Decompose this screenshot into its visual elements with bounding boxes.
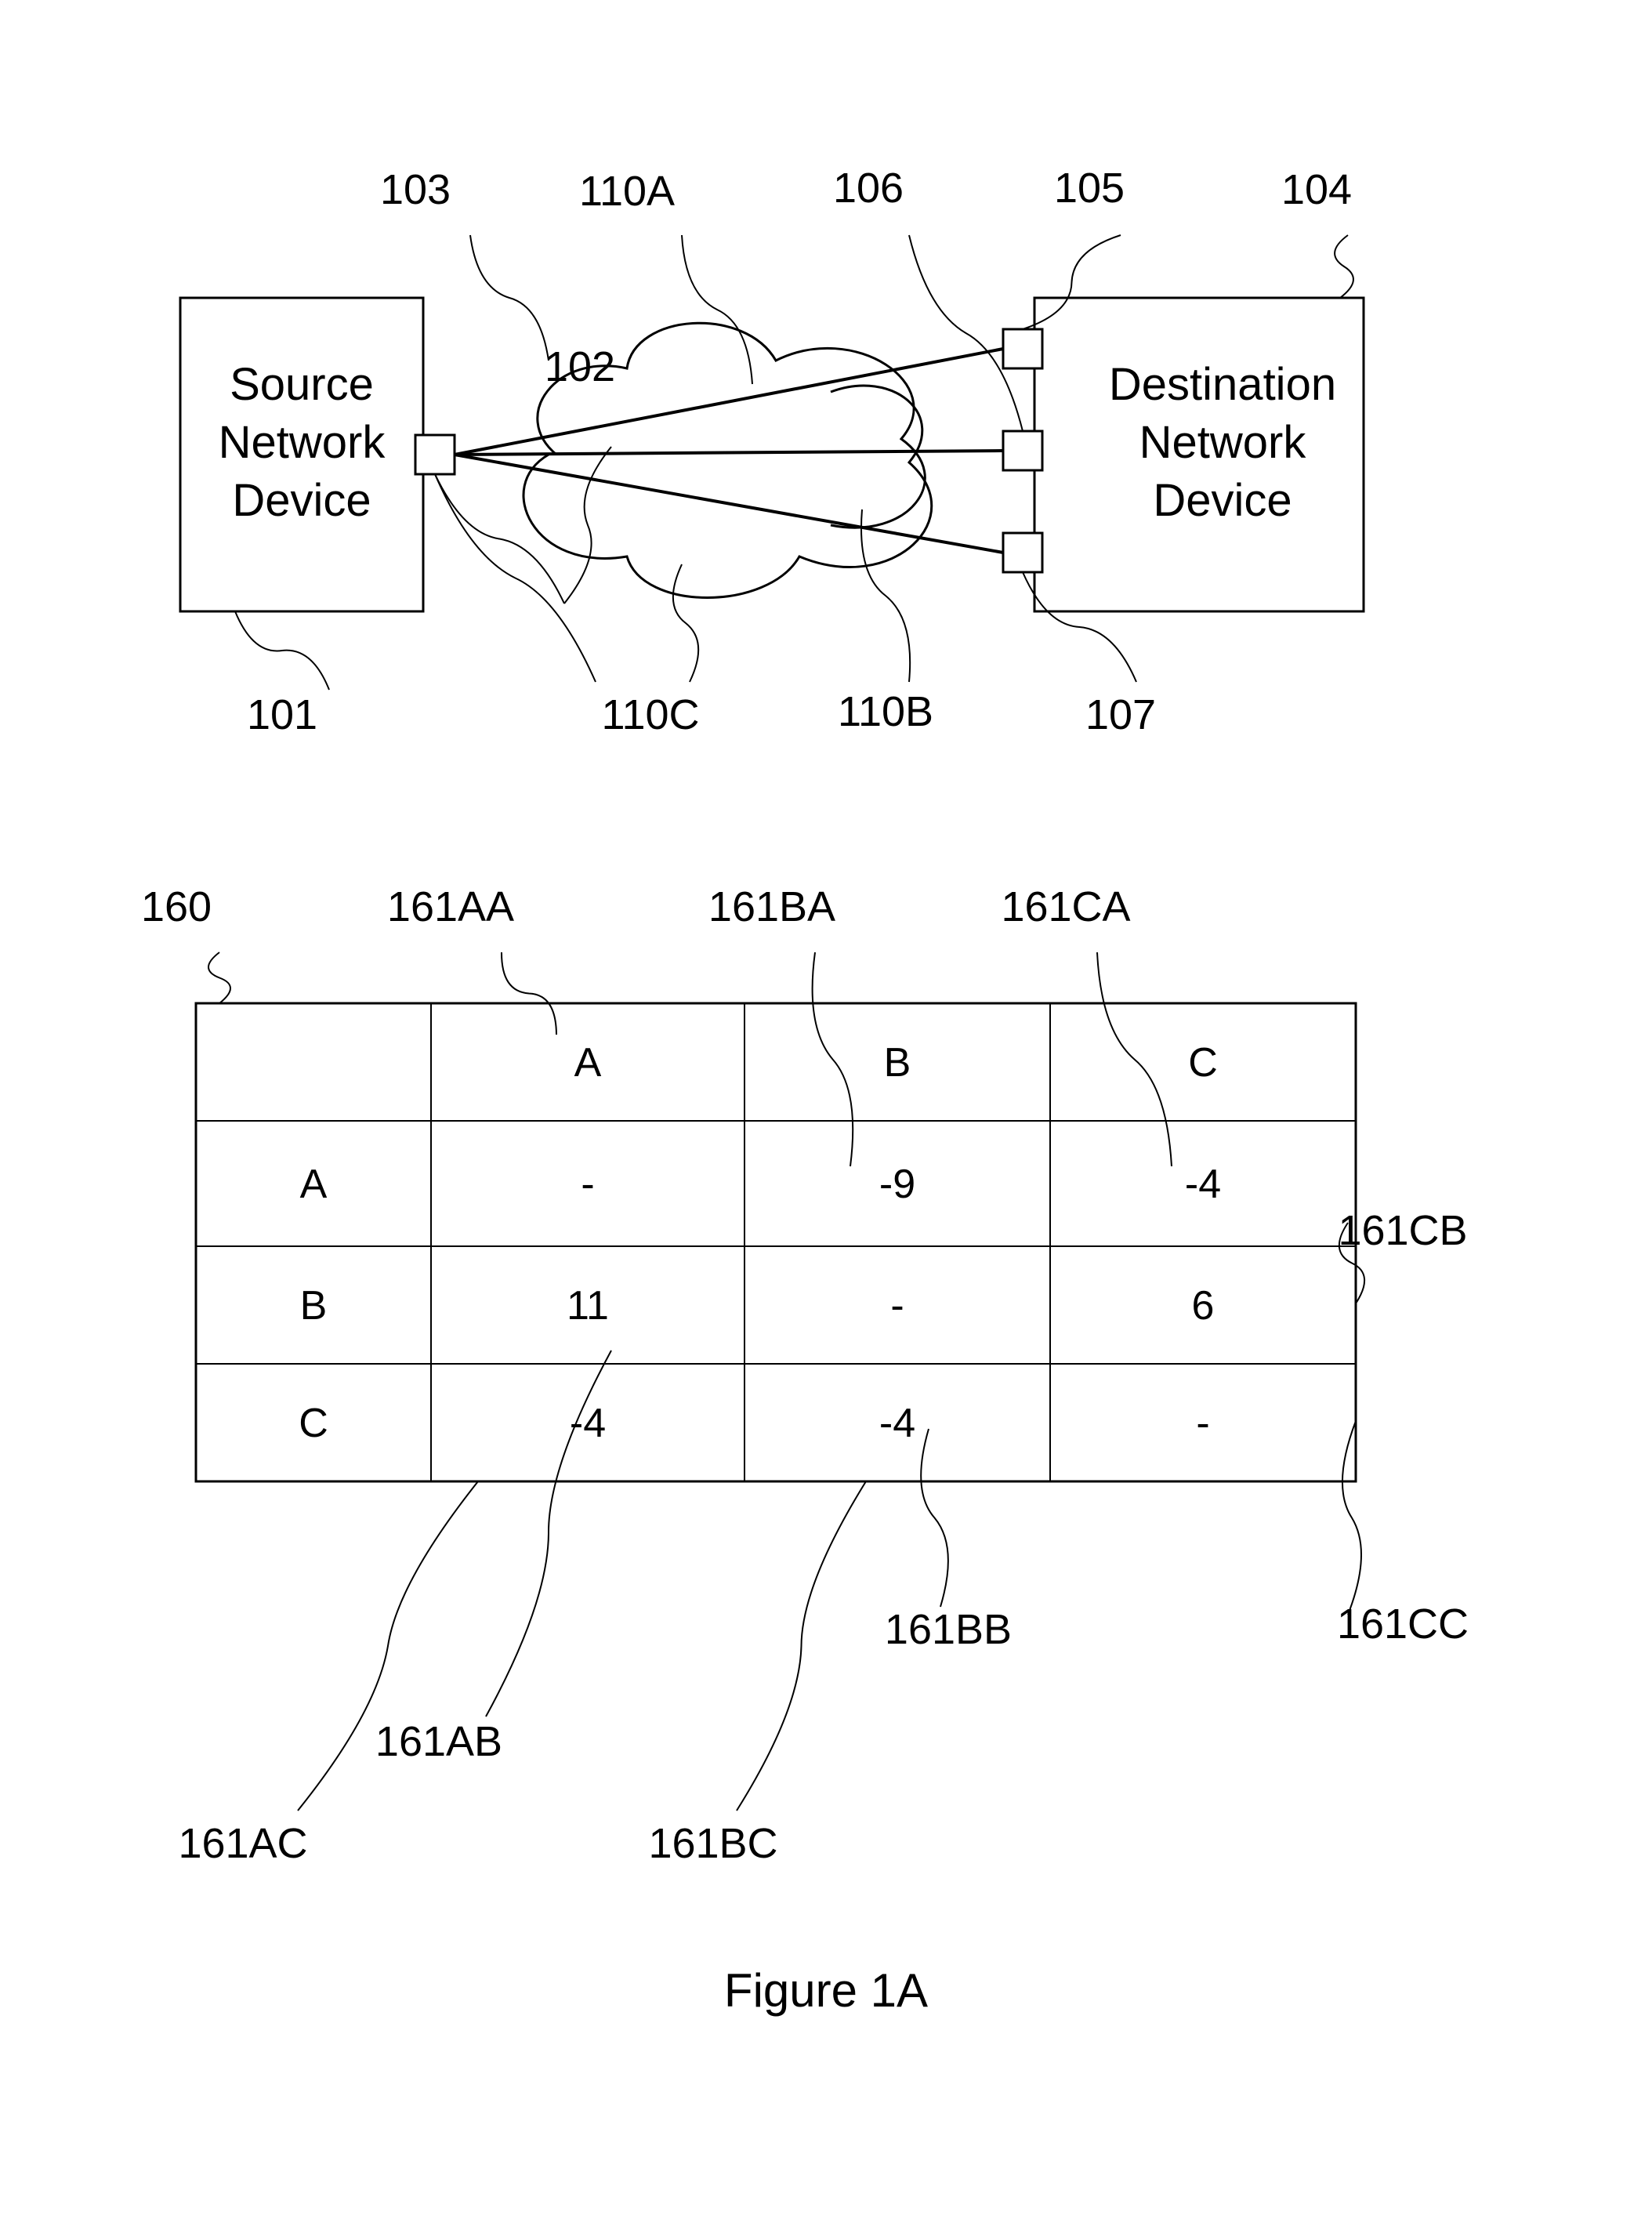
ref-104: 104 [1281, 166, 1352, 213]
ref-107: 107 [1085, 691, 1156, 738]
source-device-label: Source [230, 359, 374, 410]
table-cell: -9 [879, 1162, 915, 1207]
table-cell: -4 [570, 1401, 606, 1446]
ref-161BA: 161BA [708, 883, 835, 930]
ref-161AA: 161AA [387, 883, 514, 930]
dest-port-0 [1003, 329, 1042, 368]
dest-device-label: Network [1139, 417, 1307, 468]
table-cell: - [1196, 1401, 1209, 1446]
ref-161CC: 161CC [1337, 1601, 1469, 1648]
dest-device-label: Device [1153, 475, 1292, 526]
ref-106: 106 [833, 165, 904, 212]
ref-161CA: 161CA [1001, 883, 1130, 930]
table-cell: - [890, 1283, 904, 1329]
ref-161AC: 161AC [178, 1820, 307, 1867]
table-header: B [884, 1040, 911, 1086]
table-cell: -4 [1185, 1162, 1221, 1207]
ref-103: 103 [380, 166, 451, 213]
ref-110A: 110A [579, 168, 675, 215]
ref-110C: 110C [601, 691, 699, 738]
table-header: C [1188, 1040, 1218, 1086]
source-port [415, 435, 455, 474]
ref-105: 105 [1054, 165, 1125, 212]
table-cell: 11 [567, 1283, 609, 1329]
table-cell: A [300, 1162, 328, 1207]
table-cell: 6 [1192, 1283, 1215, 1329]
page-bg [0, 0, 1652, 2226]
dest-port-2 [1003, 533, 1042, 572]
source-device-label: Device [232, 475, 371, 526]
source-device-label: Network [219, 417, 386, 468]
ref-161BB: 161BB [885, 1606, 1012, 1653]
table-cell: B [300, 1283, 328, 1329]
dest-device-label: Destination [1109, 359, 1336, 410]
ref-101: 101 [247, 691, 317, 738]
ref-161AB: 161AB [375, 1718, 502, 1765]
table-header: A [574, 1040, 602, 1086]
ref-161CB: 161CB [1338, 1207, 1467, 1254]
table-cell: C [299, 1401, 328, 1446]
table-cell: - [581, 1162, 594, 1207]
ref-110B: 110B [838, 688, 933, 735]
dest-port-1 [1003, 431, 1042, 470]
ref-102: 102 [545, 343, 615, 390]
ref-160: 160 [141, 883, 212, 930]
ref-161BC: 161BC [648, 1820, 777, 1867]
table-cell: -4 [879, 1401, 915, 1446]
figure-label: Figure 1A [724, 1964, 928, 2017]
